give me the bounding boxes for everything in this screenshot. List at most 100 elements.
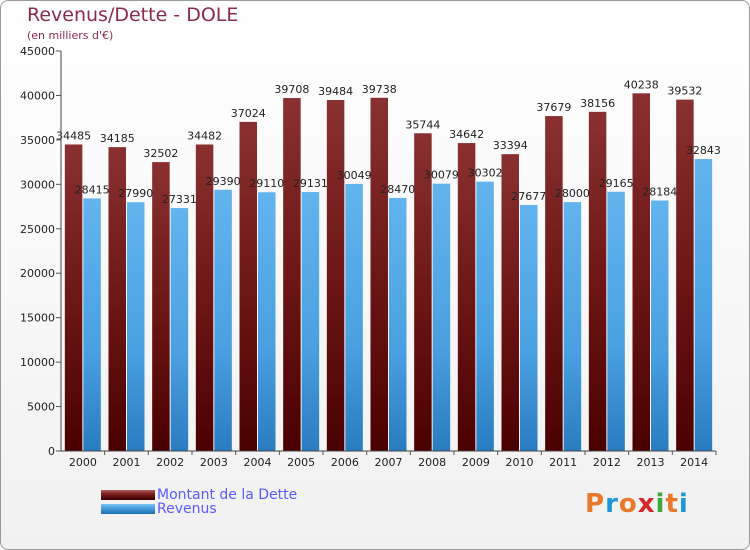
legend-swatch-revenus	[101, 504, 155, 514]
y-tick-label: 0	[48, 445, 55, 458]
data-label-revenus: 28000	[555, 187, 590, 200]
data-label-revenus: 29165	[599, 177, 634, 190]
data-label-dette: 34185	[100, 132, 135, 145]
x-tick-label: 2008	[418, 456, 446, 469]
bar-revenus	[83, 198, 101, 451]
bar-revenus	[432, 183, 451, 451]
bar-revenus	[301, 192, 320, 451]
x-tick-label: 2007	[375, 456, 403, 469]
bar-dette	[370, 97, 388, 452]
y-tick-label: 25000	[20, 223, 55, 236]
bar-revenus	[651, 200, 669, 451]
data-label-revenus: 32843	[686, 144, 721, 157]
x-tick-label: 2004	[244, 456, 272, 469]
x-tick-label: 2006	[331, 456, 359, 469]
bar-dette	[64, 144, 83, 451]
x-tick-label: 2014	[680, 456, 708, 469]
logo-letter: o	[618, 489, 638, 519]
data-label-revenus: 27331	[162, 193, 197, 206]
data-label-revenus: 30079	[424, 169, 459, 182]
x-tick-label: 2009	[462, 456, 490, 469]
x-tick-label: 2002	[156, 456, 184, 469]
bar-dette	[588, 111, 607, 451]
data-label-dette: 39738	[362, 83, 397, 96]
data-label-dette: 35744	[405, 118, 440, 131]
y-tick-label: 20000	[20, 267, 55, 280]
y-tick-label: 10000	[20, 356, 55, 369]
data-label-revenus: 27677	[511, 190, 546, 203]
bar-revenus	[170, 208, 189, 451]
proxiti-logo: Proxiti	[585, 489, 689, 519]
bar-dette	[632, 93, 650, 451]
bar-revenus	[389, 197, 407, 451]
data-label-dette: 32502	[143, 147, 178, 160]
bar-revenus	[127, 202, 145, 451]
logo-letter: i	[678, 489, 689, 519]
x-tick-label: 2003	[200, 456, 228, 469]
data-label-revenus: 29110	[249, 177, 284, 190]
y-tick-label: 5000	[27, 401, 55, 414]
data-label-dette: 37679	[536, 101, 571, 114]
data-label-dette: 39484	[318, 85, 353, 98]
data-label-revenus: 27990	[118, 187, 153, 200]
x-tick-label: 2005	[287, 456, 315, 469]
data-label-dette: 38156	[580, 97, 615, 110]
y-tick-label: 30000	[20, 178, 55, 191]
x-tick-label: 2000	[69, 456, 97, 469]
logo-letter: r	[605, 489, 619, 519]
data-label-revenus: 29390	[206, 175, 241, 188]
bar-dette	[152, 162, 170, 452]
data-label-revenus: 28415	[75, 183, 110, 196]
data-label-revenus: 30302	[468, 167, 503, 180]
x-tick-label: 2013	[637, 456, 665, 469]
chart-subtitle: (en milliers d'€)	[27, 29, 114, 42]
data-label-dette: 37024	[231, 107, 266, 120]
logo-letter: x	[637, 489, 656, 519]
data-label-dette: 39708	[274, 83, 309, 96]
logo-letter: t	[665, 489, 679, 519]
logo-letter: i	[655, 489, 666, 519]
bar-revenus	[214, 189, 232, 451]
x-tick-label: 2012	[593, 456, 621, 469]
bar-revenus	[520, 204, 538, 451]
data-label-revenus: 29131	[293, 177, 328, 190]
x-tick-label: 2011	[549, 456, 577, 469]
bar-revenus	[476, 181, 494, 451]
data-label-revenus: 30049	[337, 169, 372, 182]
chart-title: Revenus/Dette - DOLE	[27, 4, 239, 26]
bar-revenus	[258, 192, 276, 451]
x-tick-label: 2001	[113, 456, 141, 469]
data-label-dette: 34485	[56, 129, 91, 142]
y-tick-label: 45000	[20, 45, 55, 58]
y-tick-label: 40000	[20, 89, 55, 102]
data-label-dette: 34482	[187, 129, 222, 142]
bar-dette	[108, 147, 126, 451]
data-label-revenus: 28184	[642, 185, 677, 198]
logo-letter: P	[585, 489, 606, 519]
bar-revenus	[694, 159, 713, 451]
data-label-dette: 39532	[667, 85, 702, 98]
data-label-revenus: 28470	[380, 183, 415, 196]
bar-revenus	[563, 202, 582, 451]
y-tick-label: 35000	[20, 134, 55, 147]
x-tick-label: 2010	[506, 456, 534, 469]
y-tick-label: 15000	[20, 312, 55, 325]
data-label-dette: 33394	[493, 139, 528, 152]
bar-dette	[501, 154, 519, 452]
bar-dette	[414, 133, 432, 451]
data-label-dette: 34642	[449, 128, 484, 141]
legend-label-revenus: Revenus	[157, 501, 217, 517]
bar-dette	[283, 98, 301, 451]
bar-dette	[326, 100, 345, 451]
legend-label-dette: Montant de la Dette	[157, 487, 298, 503]
bar-dette	[457, 143, 476, 451]
bar-dette	[676, 99, 694, 452]
bar-dette	[545, 116, 563, 451]
bar-dette	[195, 144, 214, 451]
data-label-dette: 40238	[624, 78, 659, 91]
bar-revenus	[607, 191, 625, 451]
legend-swatch-dette	[101, 490, 155, 500]
bar-dette	[239, 121, 257, 452]
